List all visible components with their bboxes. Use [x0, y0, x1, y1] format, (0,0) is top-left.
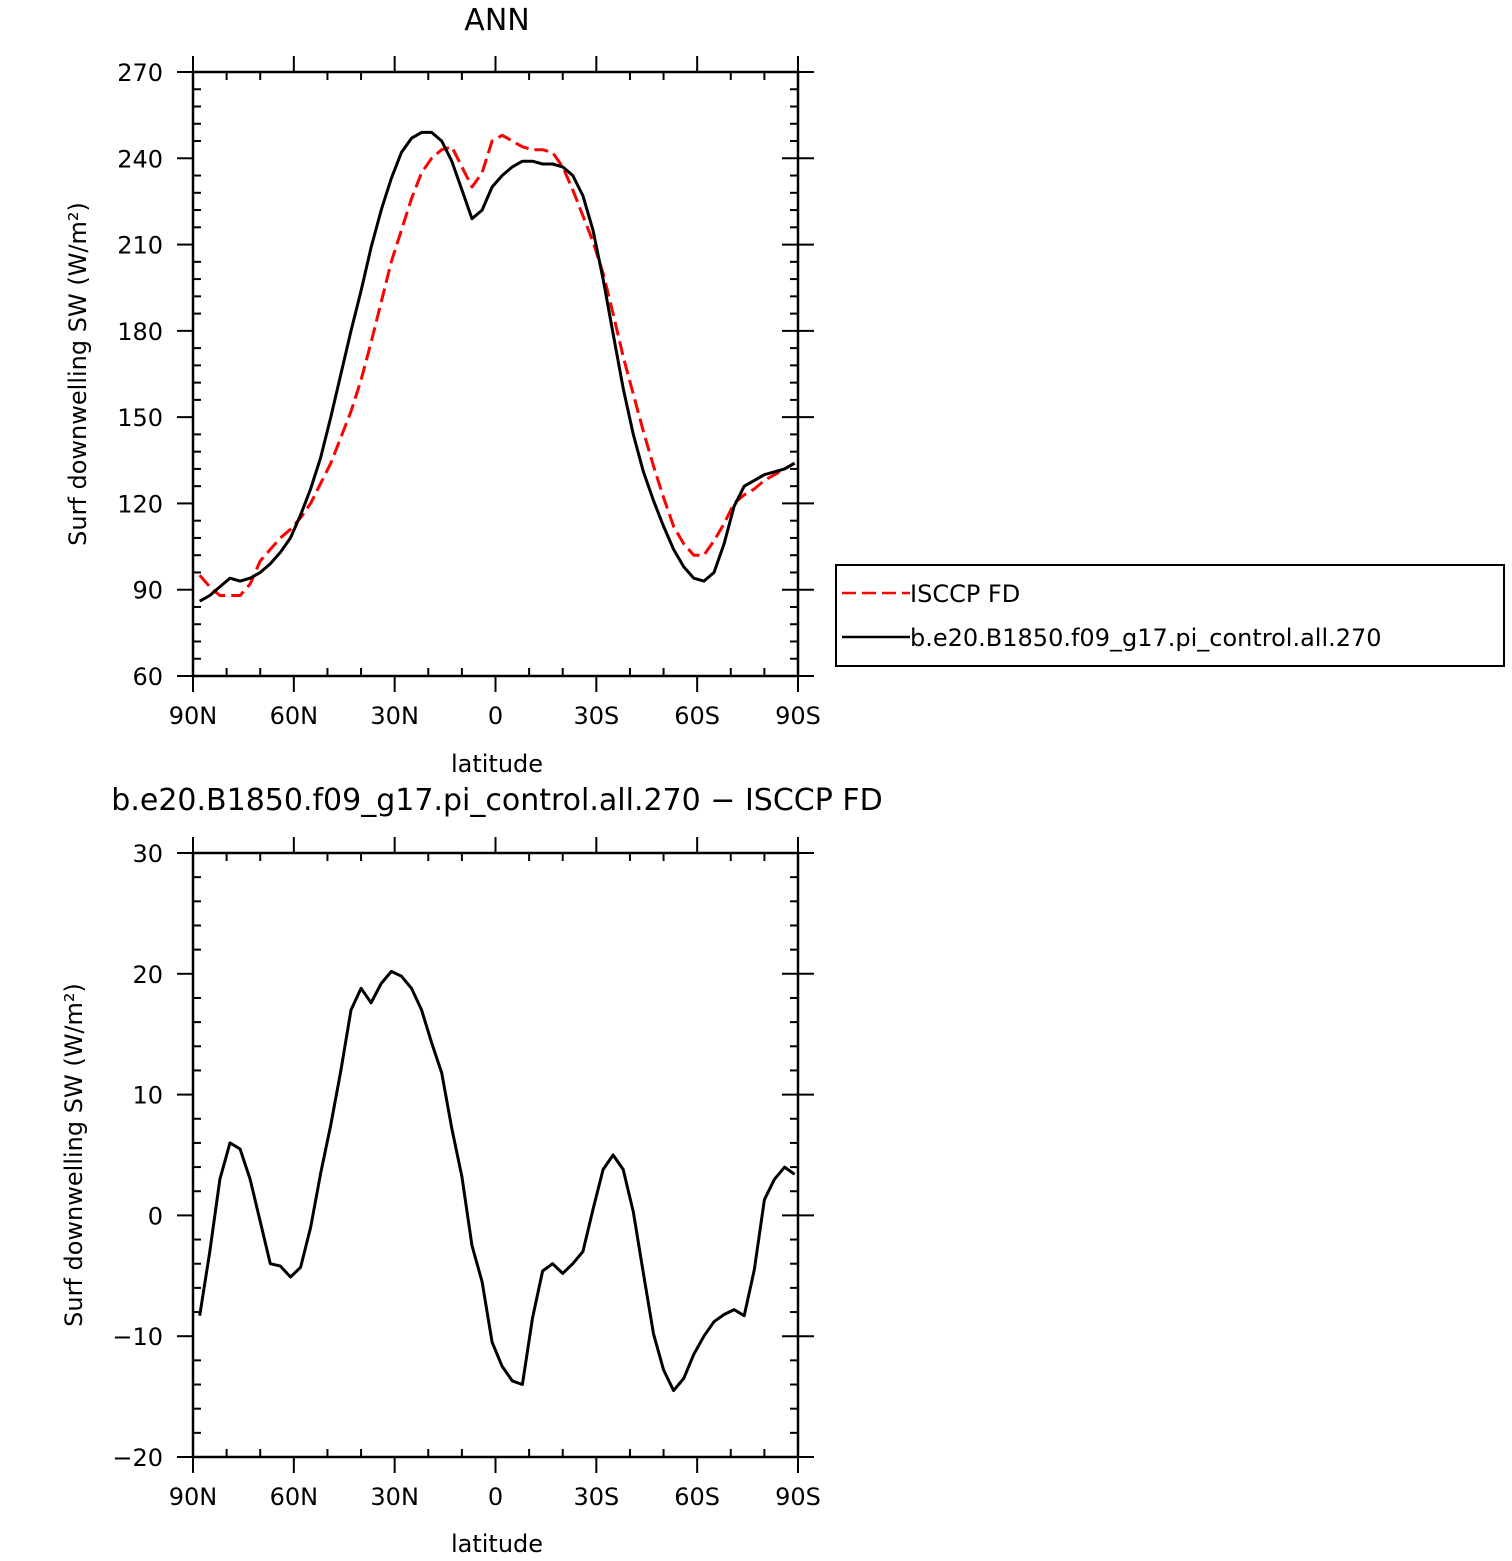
x-tick-label: 90N — [169, 1483, 218, 1511]
x-tick-label: 90N — [169, 702, 218, 730]
top-series-lines — [198, 130, 796, 603]
y-tick-label: 60 — [132, 663, 163, 691]
series-line-0-1 — [198, 130, 796, 603]
series-line-1-0 — [198, 969, 796, 1393]
bottom-y-tick-labels: −20 −10 0 10 20 30 — [112, 840, 163, 1472]
legend: ISCCP FD b.e20.B1850.f09_g17.pi_control.… — [835, 564, 1505, 667]
bottom-tick-marks — [177, 837, 814, 1473]
top-y-axis-label: Surf downwelling SW (W/m²) — [64, 202, 92, 546]
top-y-tick-labels: 60 90 120 150 180 210 240 270 — [117, 59, 163, 691]
y-tick-label: 30 — [132, 840, 163, 868]
y-tick-label: 210 — [117, 232, 163, 260]
x-tick-label: 30N — [370, 1483, 419, 1511]
legend-label-isccp: ISCCP FD — [910, 580, 1020, 608]
top-chart-title: ANN — [464, 3, 529, 38]
x-tick-label: 0 — [488, 1483, 503, 1511]
top-tick-marks — [177, 56, 814, 692]
x-tick-label: 30S — [573, 1483, 619, 1511]
x-tick-label: 60S — [674, 702, 720, 730]
x-tick-label: 30S — [573, 702, 619, 730]
bottom-panel: b.e20.B1850.f09_g17.pi_control.all.270 −… — [60, 783, 883, 1558]
y-tick-label: 150 — [117, 404, 163, 432]
bottom-plot-frame — [191, 851, 800, 1459]
x-tick-label: 90S — [775, 702, 821, 730]
bottom-x-tick-labels: 90N 60N 30N 0 30S 60S 90S — [169, 1483, 821, 1511]
legend-box — [835, 564, 1505, 667]
y-tick-label: 120 — [117, 490, 163, 518]
y-tick-label: 10 — [132, 1082, 163, 1110]
x-tick-label: 30N — [370, 702, 419, 730]
x-tick-label: 0 — [488, 702, 503, 730]
bottom-chart-title: b.e20.B1850.f09_g17.pi_control.all.270 −… — [111, 783, 882, 818]
legend-label-model: b.e20.B1850.f09_g17.pi_control.all.270 — [910, 624, 1382, 652]
top-x-tick-labels: 90N 60N 30N 0 30S 60S 90S — [169, 702, 821, 730]
x-tick-label: 60S — [674, 1483, 720, 1511]
top-panel: ANN 60 90 120 150 180 210 240 270 90N 60N 30N 0 30S… — [64, 3, 1505, 778]
top-x-axis-label: latitude — [451, 750, 543, 778]
y-tick-label: 0 — [148, 1202, 163, 1230]
x-tick-label: 60N — [270, 1483, 319, 1511]
series-line-0-0 — [198, 133, 796, 597]
y-tick-label: −10 — [112, 1323, 163, 1351]
y-tick-label: −20 — [112, 1444, 163, 1472]
top-plot-frame — [191, 70, 800, 678]
y-tick-label: 180 — [117, 318, 163, 346]
y-tick-label: 20 — [132, 961, 163, 989]
bottom-series-lines — [198, 969, 796, 1393]
x-tick-label: 90S — [775, 1483, 821, 1511]
y-tick-label: 90 — [132, 577, 163, 605]
bottom-x-axis-label: latitude — [451, 1530, 543, 1558]
y-tick-label: 270 — [117, 59, 163, 87]
x-tick-label: 60N — [270, 702, 319, 730]
bottom-y-axis-label: Surf downwelling SW (W/m²) — [60, 983, 88, 1327]
y-tick-label: 240 — [117, 145, 163, 173]
